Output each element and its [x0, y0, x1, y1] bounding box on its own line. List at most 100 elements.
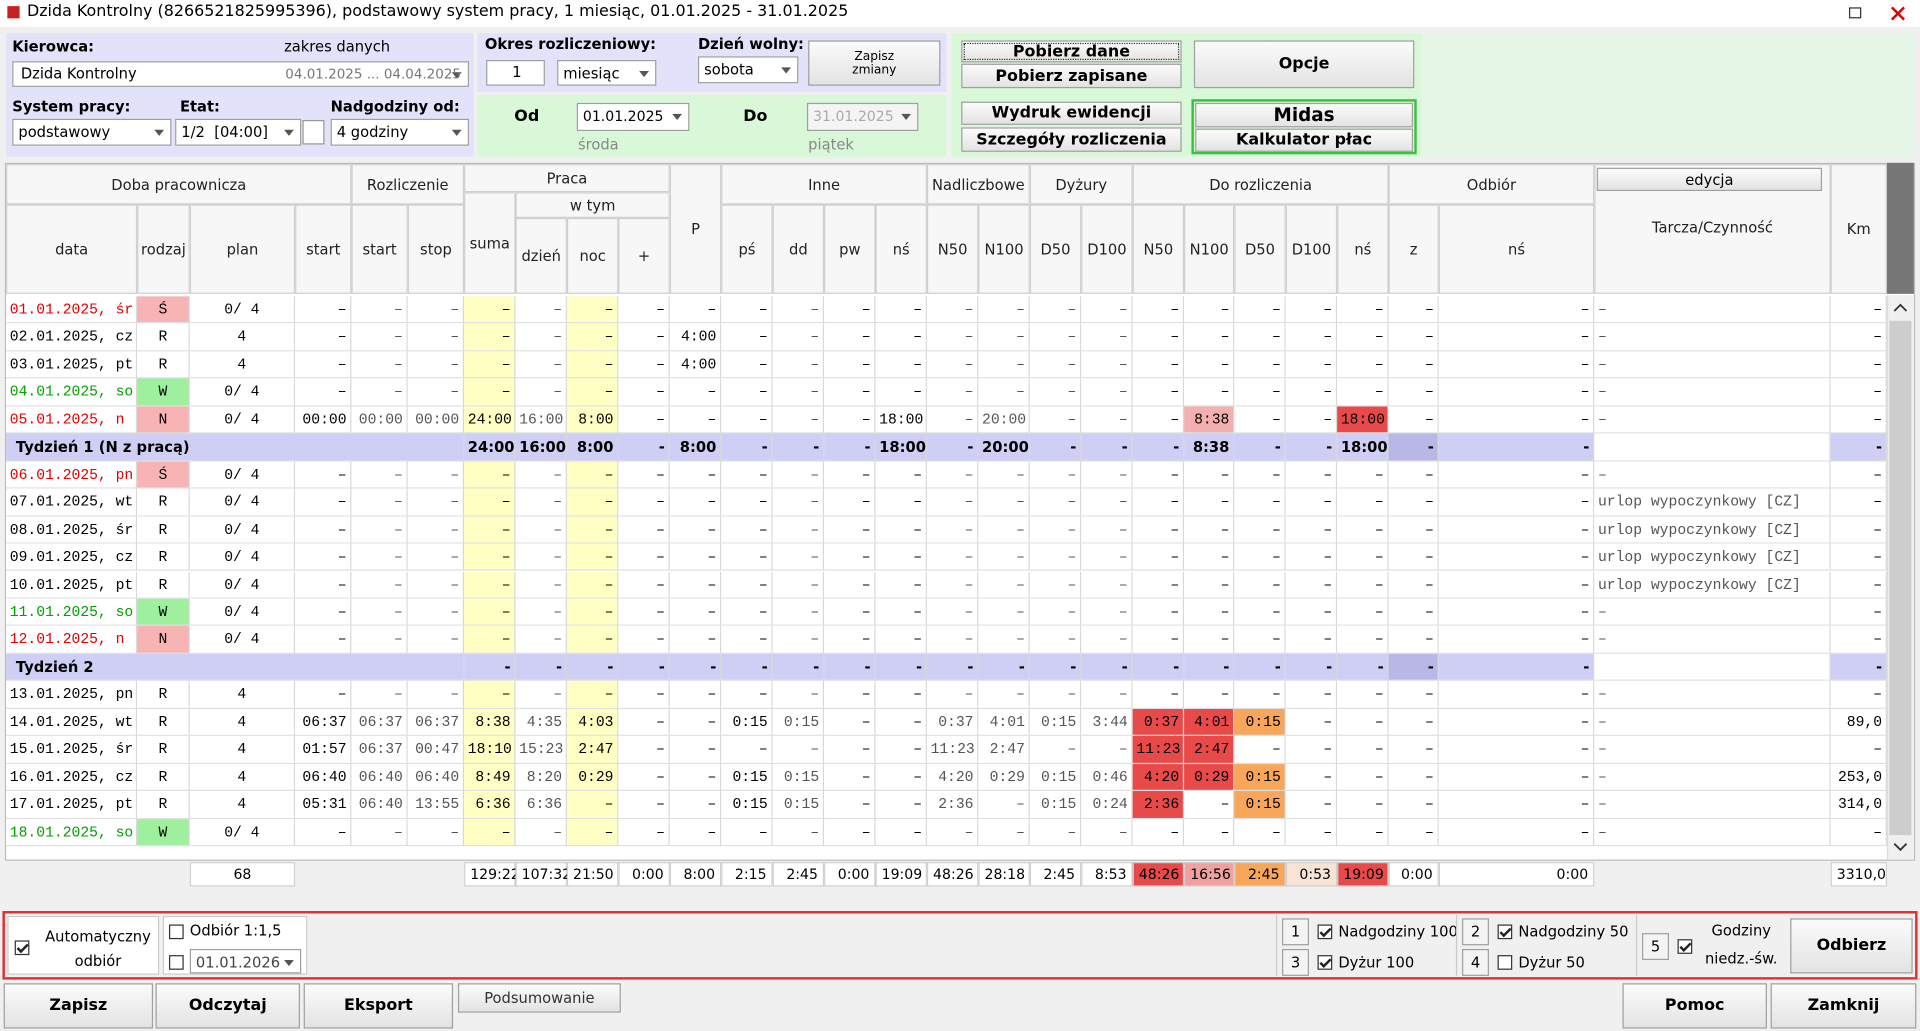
cell: – [1081, 378, 1133, 407]
midas-button[interactable]: Midas [1195, 102, 1414, 128]
column-header: N100 [1184, 204, 1235, 294]
cell: – [1029, 488, 1082, 517]
cell: 0/ 4 [189, 818, 296, 847]
cell: - [1029, 433, 1082, 462]
day-off-combo[interactable]: sobota [697, 56, 799, 84]
overtime-combo[interactable]: 4 godziny [330, 118, 469, 146]
cell: 4 [189, 323, 296, 352]
cell: – [1438, 351, 1595, 379]
checkbox[interactable] [168, 924, 184, 940]
checkbox[interactable] [1317, 924, 1333, 940]
etat-field[interactable]: 1/2 [04:00] [175, 118, 302, 146]
cell: R [137, 681, 190, 709]
checkbox[interactable] [168, 955, 184, 970]
system-combo[interactable]: podstawowy [12, 118, 172, 146]
total-cell: 48:26 [1132, 862, 1185, 887]
cell: – [1081, 488, 1133, 517]
cell: 06:40 [351, 791, 408, 819]
scroll-down[interactable] [1892, 841, 1909, 853]
options-button[interactable]: Opcje [1193, 40, 1415, 89]
cell: – [669, 818, 722, 847]
period-count[interactable]: 1 [486, 60, 545, 86]
checkbox[interactable] [1677, 939, 1693, 954]
checkbox[interactable] [1497, 924, 1513, 940]
cell: – [351, 681, 408, 709]
details-button[interactable]: Szczegóły rozliczenia [961, 127, 1182, 152]
cell: – [824, 296, 876, 324]
cell: – [1438, 571, 1595, 599]
cell: – [772, 598, 825, 627]
cell: – [464, 681, 516, 709]
from-date[interactable]: 01.01.2025 [576, 102, 690, 132]
cell: 12.01.2025, n [6, 626, 138, 654]
export-button[interactable]: Eksport [303, 983, 454, 1029]
column-header: D100 [1081, 204, 1133, 294]
cell: – [618, 296, 670, 324]
cell: 4:20 [926, 763, 979, 792]
cell: – [926, 488, 979, 517]
scroll-up[interactable] [1892, 301, 1909, 313]
cell: 0/ 4 [189, 296, 296, 324]
cell: – [772, 736, 825, 764]
close-window[interactable] [1889, 5, 1906, 22]
etat-icon[interactable] [302, 120, 325, 145]
total-cell: 2:45 [1029, 862, 1082, 887]
period-unit[interactable]: miesiąc [557, 60, 657, 86]
checkbox[interactable] [14, 940, 30, 956]
restore-button[interactable] [1848, 7, 1862, 19]
payroll-button[interactable]: Kalkulator płac [1195, 128, 1414, 152]
cell: – [824, 681, 876, 709]
cell: 8:00 [566, 406, 619, 434]
save-changes[interactable]: Zapisz zmiany [808, 40, 941, 86]
cell: 0:29 [1184, 763, 1235, 792]
cell: – [1285, 598, 1338, 627]
cell: – [1029, 681, 1082, 709]
cell: – [1132, 571, 1185, 599]
cell: – [351, 323, 408, 352]
cell: – [978, 323, 1030, 352]
cell: – [1594, 763, 1831, 792]
save-button[interactable]: Zapisz [3, 983, 154, 1029]
driver-combo[interactable] [12, 61, 469, 87]
total-cell: 28:18 [978, 862, 1030, 887]
total-cell: 0:00 [824, 862, 876, 887]
close-button[interactable]: Zamknij [1770, 983, 1917, 1029]
scroll-thumb[interactable] [1889, 320, 1912, 836]
cell: 8:38 [1184, 406, 1235, 434]
cell: 00:00 [351, 406, 408, 434]
collect-date[interactable]: 01.01.2026 [189, 948, 302, 974]
cell: – [926, 626, 979, 654]
cell: – [669, 626, 722, 654]
cell: – [1029, 378, 1082, 407]
cell: 8:00 [566, 433, 619, 462]
read-button[interactable]: Odczytaj [155, 983, 301, 1029]
cell: – [1388, 488, 1439, 517]
checkbox[interactable] [1317, 955, 1333, 970]
fetch-saved-button[interactable]: Pobierz zapisane [961, 63, 1182, 89]
cell: – [1184, 516, 1235, 544]
cell: – [772, 543, 825, 572]
fetch-button[interactable]: Pobierz dane [961, 40, 1182, 63]
cell: – [407, 351, 465, 379]
edit-button[interactable]: edycja [1596, 167, 1823, 192]
cell: – [1029, 461, 1082, 489]
cell: 03.01.2025, pt [6, 351, 138, 379]
cell: – [1388, 571, 1439, 599]
cell: – [295, 516, 352, 544]
cell: – [1337, 736, 1389, 764]
cell: – [566, 488, 619, 517]
cell: – [1234, 736, 1286, 764]
cell: 2:36 [926, 791, 979, 819]
print-button[interactable]: Wydruk ewidencji [961, 101, 1182, 125]
cell: – [618, 378, 670, 407]
cell: – [1132, 323, 1185, 352]
checkbox[interactable] [1497, 955, 1513, 970]
summary-tab[interactable]: Podsumowanie [457, 983, 621, 1013]
collect-button[interactable]: Odbierz [1790, 918, 1913, 974]
cell: – [464, 296, 516, 324]
cell: – [1029, 598, 1082, 627]
column-header: start [295, 204, 352, 294]
cell: - [618, 433, 670, 462]
help-button[interactable]: Pomoc [1622, 983, 1767, 1029]
cell: – [1337, 763, 1389, 792]
